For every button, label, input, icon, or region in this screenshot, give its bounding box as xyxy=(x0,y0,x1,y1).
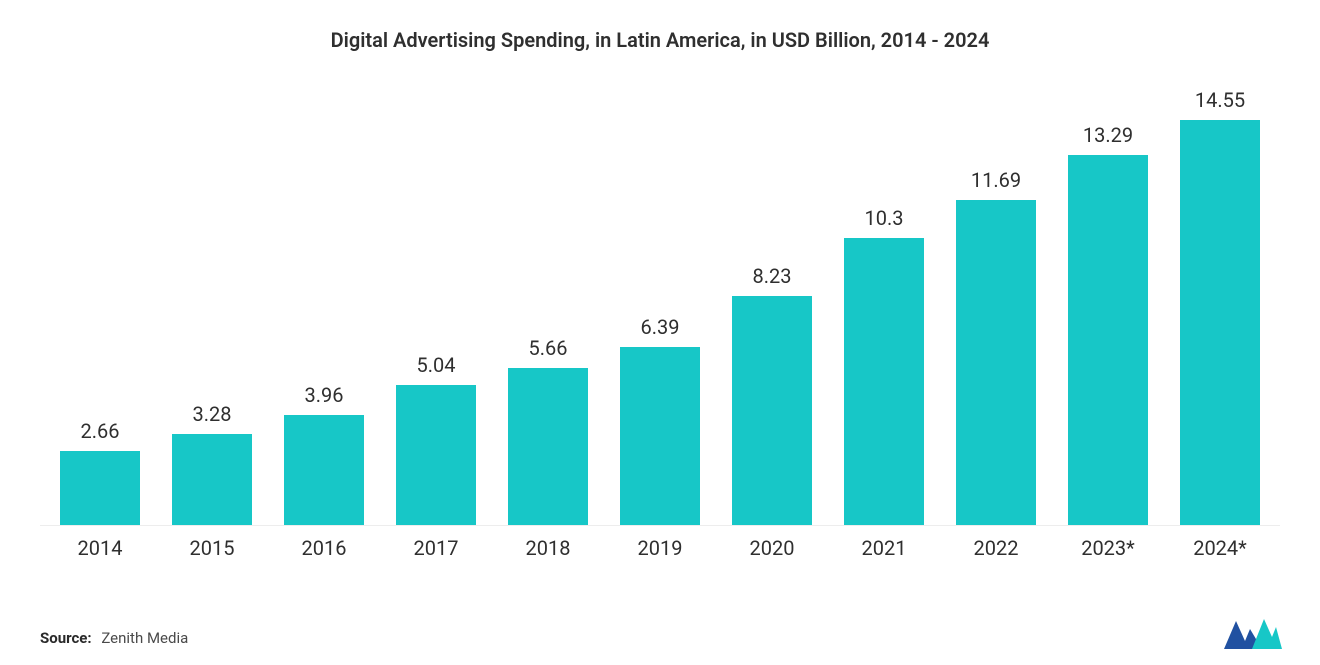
bar-value-label: 3.96 xyxy=(284,383,365,407)
bar: 3.28 xyxy=(172,434,253,525)
x-tick-label: 2019 xyxy=(604,536,716,560)
bar-slot: 13.29 xyxy=(1052,66,1164,525)
bar: 6.39 xyxy=(620,347,701,525)
plot-area: 2.66 3.28 3.96 5.04 5.66 6.39 8.23 10.3 11.69 13.… xyxy=(40,66,1280,526)
x-tick-label: 2022 xyxy=(940,536,1052,560)
bar: 11.69 xyxy=(956,200,1037,525)
bar: 8.23 xyxy=(732,296,813,525)
bar-slot: 5.66 xyxy=(492,66,604,525)
bar-value-label: 8.23 xyxy=(732,264,813,288)
x-tick-label: 2018 xyxy=(492,536,604,560)
x-tick-label: 2020 xyxy=(716,536,828,560)
bar-slot: 6.39 xyxy=(604,66,716,525)
bar-value-label: 5.66 xyxy=(508,336,589,360)
chart-title: Digital Advertising Spending, in Latin A… xyxy=(40,28,1280,52)
bar-value-label: 5.04 xyxy=(396,353,477,377)
bar-value-label: 3.28 xyxy=(172,402,253,426)
bar-slot: 8.23 xyxy=(716,66,828,525)
bar-value-label: 10.3 xyxy=(844,206,925,230)
x-tick-label: 2015 xyxy=(156,536,268,560)
source-label: Source: xyxy=(40,629,92,647)
bar-value-label: 14.55 xyxy=(1180,88,1261,112)
x-tick-label: 2023* xyxy=(1052,536,1164,560)
bar: 5.04 xyxy=(396,385,477,525)
bar-value-label: 6.39 xyxy=(620,315,701,339)
bar-slot: 5.04 xyxy=(380,66,492,525)
source-name: Zenith Media xyxy=(101,629,188,647)
x-tick-label: 2017 xyxy=(380,536,492,560)
x-tick-label: 2021 xyxy=(828,536,940,560)
bar-slot: 3.96 xyxy=(268,66,380,525)
chart-container: Digital Advertising Spending, in Latin A… xyxy=(0,0,1320,665)
bar: 14.55 xyxy=(1180,120,1261,525)
bar-slot: 11.69 xyxy=(940,66,1052,525)
bar: 10.3 xyxy=(844,238,925,525)
bar-slot: 10.3 xyxy=(828,66,940,525)
bar-slot: 14.55 xyxy=(1164,66,1276,525)
x-axis: 2014201520162017201820192020202120222023… xyxy=(40,536,1280,560)
x-tick-label: 2024* xyxy=(1164,536,1276,560)
bar: 5.66 xyxy=(508,368,589,525)
bar-slot: 2.66 xyxy=(44,66,156,525)
bar-slot: 3.28 xyxy=(156,66,268,525)
source-footer: Source: Zenith Media xyxy=(40,629,188,647)
bar-value-label: 13.29 xyxy=(1068,123,1149,147)
x-tick-label: 2016 xyxy=(268,536,380,560)
brand-logo-icon xyxy=(1222,611,1282,651)
bar: 13.29 xyxy=(1068,155,1149,525)
bar: 3.96 xyxy=(284,415,365,525)
x-tick-label: 2014 xyxy=(44,536,156,560)
bar: 2.66 xyxy=(60,451,141,525)
bar-value-label: 2.66 xyxy=(60,419,141,443)
bar-value-label: 11.69 xyxy=(956,168,1037,192)
